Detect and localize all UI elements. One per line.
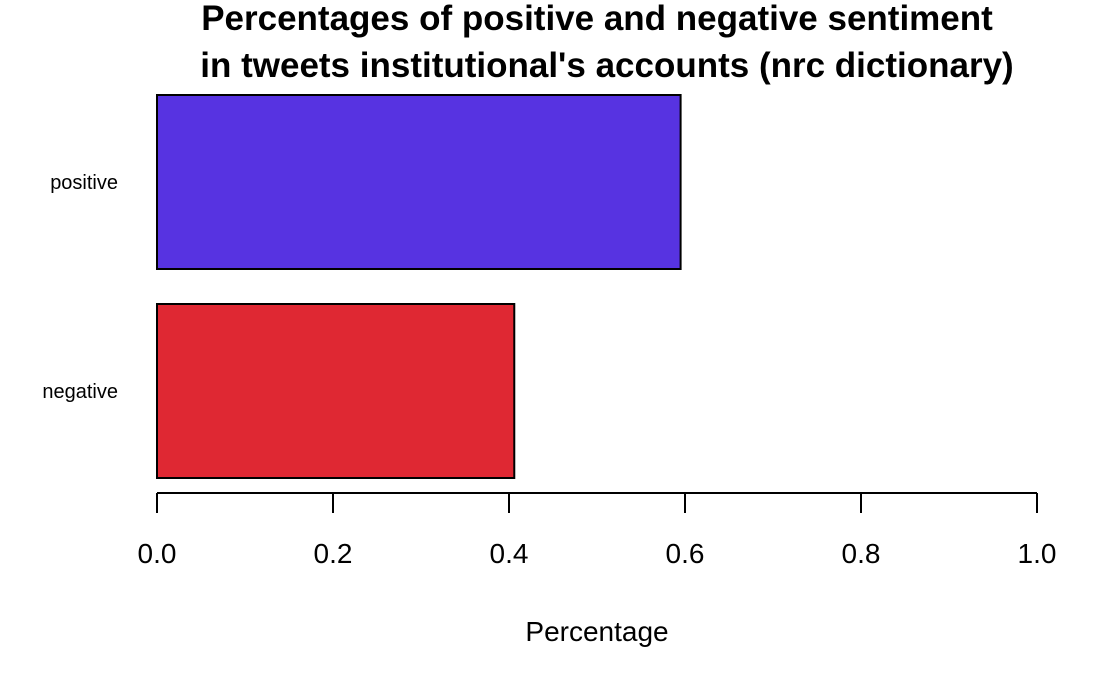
x-tick-label: 1.0: [1018, 538, 1057, 569]
bar-positive: [156, 94, 682, 270]
bars-group: positive negative: [42, 94, 682, 479]
chart-title-line-2: in tweets institutional's accounts (nrc …: [200, 46, 1013, 85]
category-label-positive: positive: [50, 172, 118, 194]
x-tick-label: 0.8: [842, 538, 881, 569]
x-tick-label: 0.0: [138, 538, 177, 569]
x-tick-label: 0.4: [490, 538, 529, 569]
chart-title-line-1: Percentages of positive and negative sen…: [201, 0, 993, 38]
x-tick-label: 0.6: [666, 538, 705, 569]
category-label-negative: negative: [42, 381, 118, 403]
bar-negative: [156, 303, 516, 479]
x-axis-title: Percentage: [525, 616, 668, 647]
x-axis: 0.0 0.2 0.4 0.6 0.8 1.0: [138, 492, 1057, 569]
x-tick-label: 0.2: [314, 538, 353, 569]
